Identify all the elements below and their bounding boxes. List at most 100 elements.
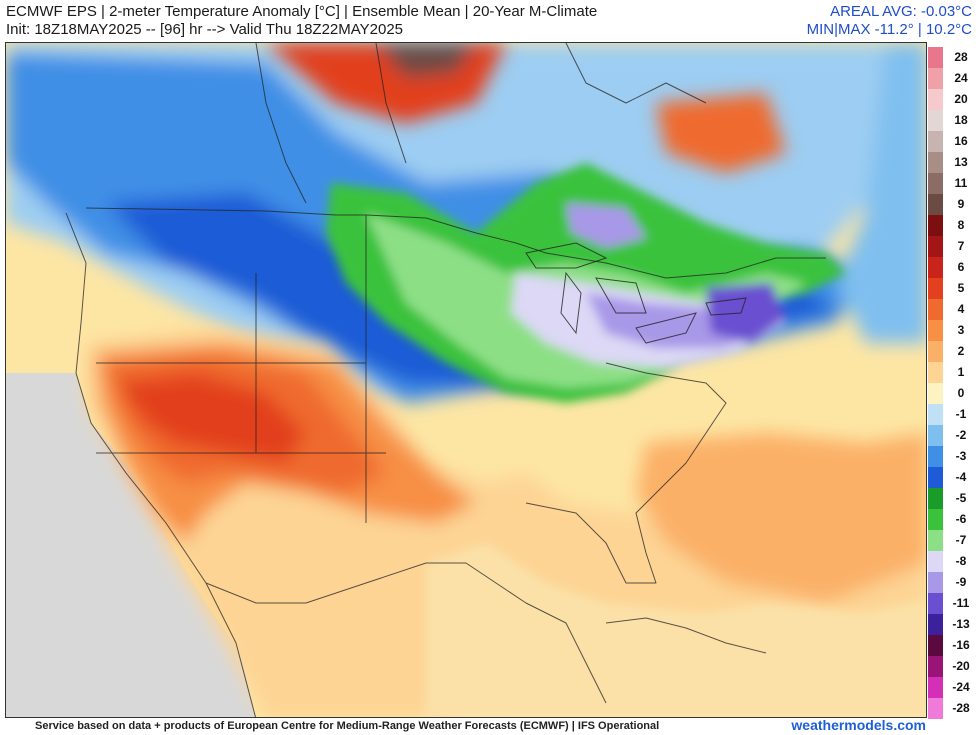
legend-swatch: [928, 257, 943, 278]
legend-swatch: [928, 425, 943, 446]
legend-swatch: [928, 278, 943, 299]
legend-swatch: [928, 236, 943, 257]
legend-swatch: [928, 383, 943, 404]
legend-entry: 16: [928, 131, 978, 152]
legend-label: -13: [952, 617, 970, 631]
legend-entry: 4: [928, 299, 978, 320]
legend-entry: 5: [928, 278, 978, 299]
legend-label: 9: [957, 197, 965, 211]
legend-swatch: [928, 215, 943, 236]
legend-label: 13: [954, 155, 968, 169]
legend-entry: 28: [928, 47, 978, 68]
legend-swatch: [928, 47, 943, 68]
legend-label: -6: [955, 512, 967, 526]
legend-label: 8: [957, 218, 965, 232]
legend-swatch: [928, 572, 943, 593]
legend-swatch: [928, 299, 943, 320]
legend-entry: -16: [928, 635, 978, 656]
legend-label: 4: [957, 302, 965, 316]
map-valid-time: Init: 18Z18MAY2025 -- [96] hr --> Valid …: [6, 21, 404, 38]
legend-swatch: [928, 677, 943, 698]
legend-entry: -6: [928, 509, 978, 530]
legend-swatch: [928, 509, 943, 530]
data-credit: Service based on data + products of Euro…: [35, 720, 660, 732]
legend-entry: 2: [928, 341, 978, 362]
legend-entry: 13: [928, 152, 978, 173]
legend-label: -8: [955, 554, 967, 568]
legend-swatch: [928, 131, 943, 152]
legend-label: -16: [952, 638, 970, 652]
legend-entry: 6: [928, 257, 978, 278]
legend-swatch: [928, 698, 943, 719]
legend-swatch: [928, 362, 943, 383]
legend-swatch: [928, 551, 943, 572]
legend-swatch: [928, 341, 943, 362]
legend-label: 1: [957, 365, 965, 379]
legend-label: -24: [952, 680, 970, 694]
legend-label: -4: [955, 470, 967, 484]
legend-label: 0: [957, 386, 965, 400]
legend-swatch: [928, 68, 943, 89]
legend-label: -11: [952, 596, 970, 610]
legend-entry: -8: [928, 551, 978, 572]
legend-entry: 11: [928, 173, 978, 194]
ocean-west: [6, 373, 256, 717]
legend-label: -5: [955, 491, 967, 505]
legend-swatch: [928, 446, 943, 467]
legend-label: 28: [954, 50, 968, 64]
legend-swatch: [928, 173, 943, 194]
areal-average: AREAL AVG: -0.03°C: [830, 3, 972, 20]
legend-label: 16: [954, 134, 968, 148]
color-legend: 28 24 20 18 16 13 11 9 8 7 6 5 4 3 2 1 0 -1 -2 -3 -4 -5 -6 -7 -8…: [928, 47, 978, 719]
legend-label: 24: [954, 71, 968, 85]
legend-label: -2: [955, 428, 967, 442]
legend-swatch: [928, 593, 943, 614]
legend-entry: -3: [928, 446, 978, 467]
legend-entry: -2: [928, 425, 978, 446]
legend-swatch: [928, 110, 943, 131]
legend-entry: 24: [928, 68, 978, 89]
map-title: ECMWF EPS | 2-meter Temperature Anomaly …: [6, 3, 598, 20]
legend-entry: 1: [928, 362, 978, 383]
legend-label: 7: [957, 239, 965, 253]
legend-label: 20: [954, 92, 968, 106]
legend-label: 18: [954, 113, 968, 127]
legend-entry: 7: [928, 236, 978, 257]
legend-label: 6: [957, 260, 965, 274]
legend-label: -1: [955, 407, 967, 421]
legend-entry: -9: [928, 572, 978, 593]
legend-swatch: [928, 320, 943, 341]
legend-label: -3: [955, 449, 967, 463]
legend-swatch: [928, 89, 943, 110]
legend-swatch: [928, 467, 943, 488]
legend-label: 3: [957, 323, 965, 337]
legend-swatch: [928, 404, 943, 425]
legend-entry: -20: [928, 656, 978, 677]
legend-entry: -7: [928, 530, 978, 551]
legend-entry: -11: [928, 593, 978, 614]
legend-entry: -28: [928, 698, 978, 719]
legend-entry: 18: [928, 110, 978, 131]
great-lakes: [525, 242, 747, 344]
legend-entry: 0: [928, 383, 978, 404]
min-max-readout: MIN|MAX -11.2° | 10.2°C: [806, 21, 972, 38]
legend-label: 11: [954, 176, 968, 190]
legend-label: 2: [957, 344, 965, 358]
legend-entry: 9: [928, 194, 978, 215]
legend-label: -7: [955, 533, 967, 547]
legend-swatch: [928, 656, 943, 677]
legend-swatch: [928, 635, 943, 656]
legend-entry: -1: [928, 404, 978, 425]
legend-entry: 3: [928, 320, 978, 341]
geographic-outlines: [65, 43, 826, 717]
legend-label: -28: [952, 701, 970, 715]
brand-link[interactable]: weathermodels.com: [791, 717, 926, 733]
anomaly-fields: [6, 43, 926, 717]
legend-entry: -13: [928, 614, 978, 635]
legend-label: -20: [952, 659, 970, 673]
legend-swatch: [928, 152, 943, 173]
legend-entry: -4: [928, 467, 978, 488]
legend-label: 5: [957, 281, 965, 295]
legend-swatch: [928, 488, 943, 509]
legend-swatch: [928, 614, 943, 635]
